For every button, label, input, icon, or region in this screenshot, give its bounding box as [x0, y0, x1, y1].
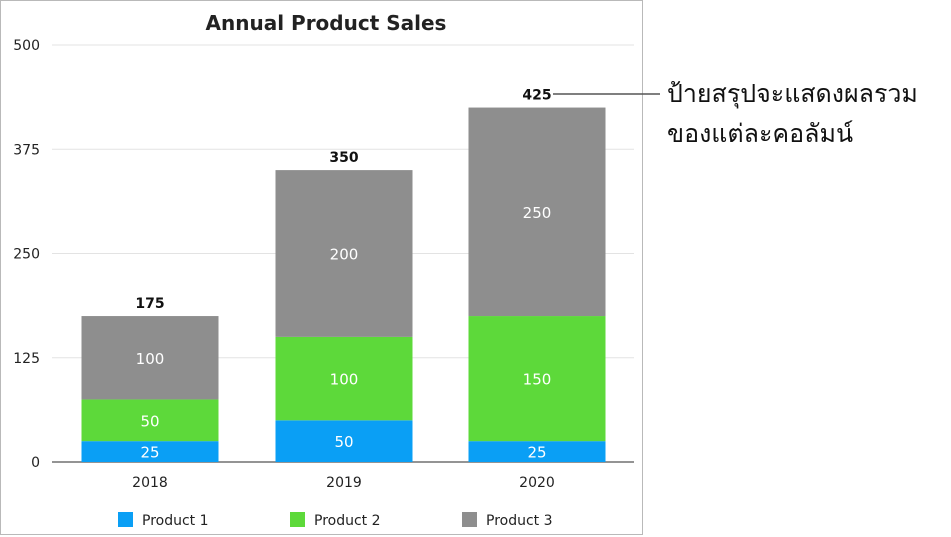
y-axis-ticks: 0 125 250 375 500: [13, 38, 40, 471]
y-tick-label: 250: [13, 247, 40, 263]
callout-annotation: ป้ายสรุปจะแสดงผลรวม ของแต่ละคอลัมน์: [667, 74, 951, 154]
y-tick-label: 375: [13, 142, 40, 158]
bar-segment: [468, 316, 606, 442]
bars: [81, 107, 606, 462]
legend-swatch: [118, 512, 133, 527]
callout-line-1: ป้ายสรุปจะแสดงผลรวม: [667, 79, 918, 108]
segment-value-label: 100: [330, 371, 359, 389]
bar-segment: [275, 336, 413, 421]
bar-segment: [81, 399, 219, 442]
y-tick-label: 0: [31, 455, 40, 471]
segment-value-label: 25: [140, 444, 159, 462]
legend: Product 1 Product 2 Product 3: [118, 512, 553, 529]
chart-title: Annual Product Sales: [206, 11, 447, 35]
data-labels: 25 50 100 175 50 100 200 350 25 150 250 425: [135, 88, 551, 462]
y-tick-label: 500: [13, 38, 40, 54]
segment-value-label: 200: [330, 246, 359, 264]
legend-swatch: [462, 512, 477, 527]
total-label: 175: [135, 296, 164, 312]
bar-segment: [81, 316, 219, 400]
segment-value-label: 100: [136, 350, 165, 368]
segment-value-label: 250: [523, 204, 552, 222]
callout-line-2: ของแต่ละคอลัมน์: [667, 119, 854, 148]
x-tick-label: 2019: [326, 475, 362, 491]
bar-segment: [275, 170, 413, 337]
y-tick-label: 125: [13, 351, 40, 367]
segment-value-label: 150: [523, 371, 552, 389]
segment-value-label: 50: [140, 412, 159, 430]
bar-segment: [468, 107, 606, 317]
bar-segment: [468, 441, 606, 462]
legend-label: Product 2: [314, 513, 381, 529]
total-label: 425: [522, 88, 551, 104]
x-tick-label: 2018: [132, 475, 168, 491]
total-label: 350: [329, 150, 358, 166]
legend-label: Product 1: [142, 513, 209, 529]
x-axis-ticks: 2018 2019 2020: [132, 475, 555, 491]
segment-value-label: 25: [527, 444, 546, 462]
bar-segment: [81, 441, 219, 462]
x-tick-label: 2020: [519, 475, 555, 491]
segment-value-label: 50: [334, 433, 353, 451]
bar-segment: [275, 420, 413, 462]
legend-label: Product 3: [486, 513, 553, 529]
legend-swatch: [290, 512, 305, 527]
